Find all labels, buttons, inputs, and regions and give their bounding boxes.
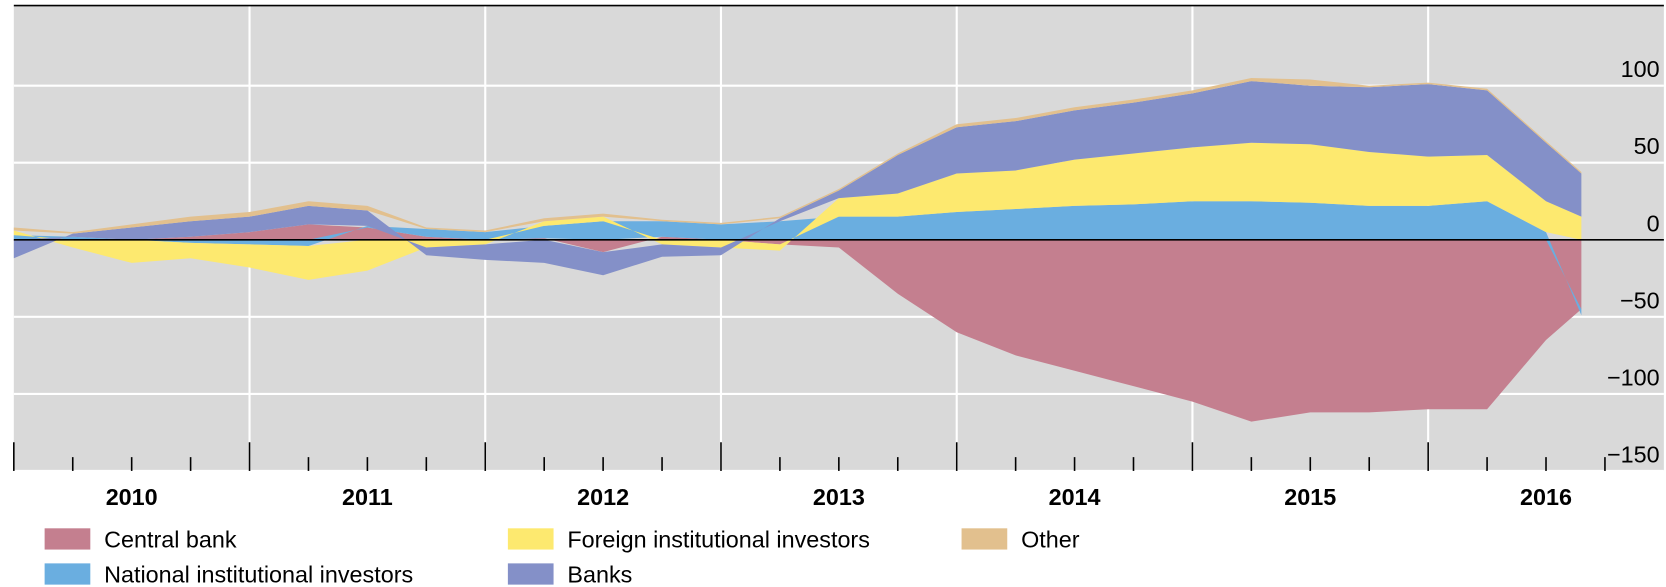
- legend-label: Banks: [567, 562, 632, 587]
- area: [13, 201, 1582, 316]
- area: [13, 81, 1582, 276]
- legend-swatch: [507, 528, 554, 550]
- x-tick-label: 2011: [342, 484, 393, 510]
- legend-swatch: [44, 563, 91, 585]
- x-tick-label: 2016: [1520, 484, 1572, 510]
- x-tick-label: 2015: [1284, 484, 1336, 510]
- y-tick-label: 100: [1621, 56, 1660, 82]
- y-tick-label: 0: [1647, 210, 1660, 236]
- legend-swatch: [507, 563, 554, 585]
- y-tick-label: −50: [1620, 287, 1660, 313]
- x-tick-label: 2014: [1049, 484, 1101, 510]
- y-tick-label: −100: [1607, 364, 1660, 390]
- legend-label: Other: [1021, 526, 1080, 552]
- legend: Central bank National institutional inves…: [44, 526, 1080, 587]
- x-tick-label: 2013: [813, 484, 865, 510]
- x-tick-label: 2012: [577, 484, 629, 510]
- legend-label: Foreign institutional investors: [567, 526, 870, 552]
- legend-label: National institutional investors: [104, 562, 413, 587]
- area: [13, 142, 1582, 280]
- legend-swatch: [961, 528, 1008, 550]
- area: [13, 224, 1582, 422]
- legend-label: Central bank: [104, 526, 237, 552]
- y-tick-label: 50: [1634, 133, 1660, 159]
- y-tick-label: −150: [1607, 441, 1660, 467]
- legend-swatch: [44, 528, 91, 550]
- x-tick-label: 2010: [106, 484, 158, 510]
